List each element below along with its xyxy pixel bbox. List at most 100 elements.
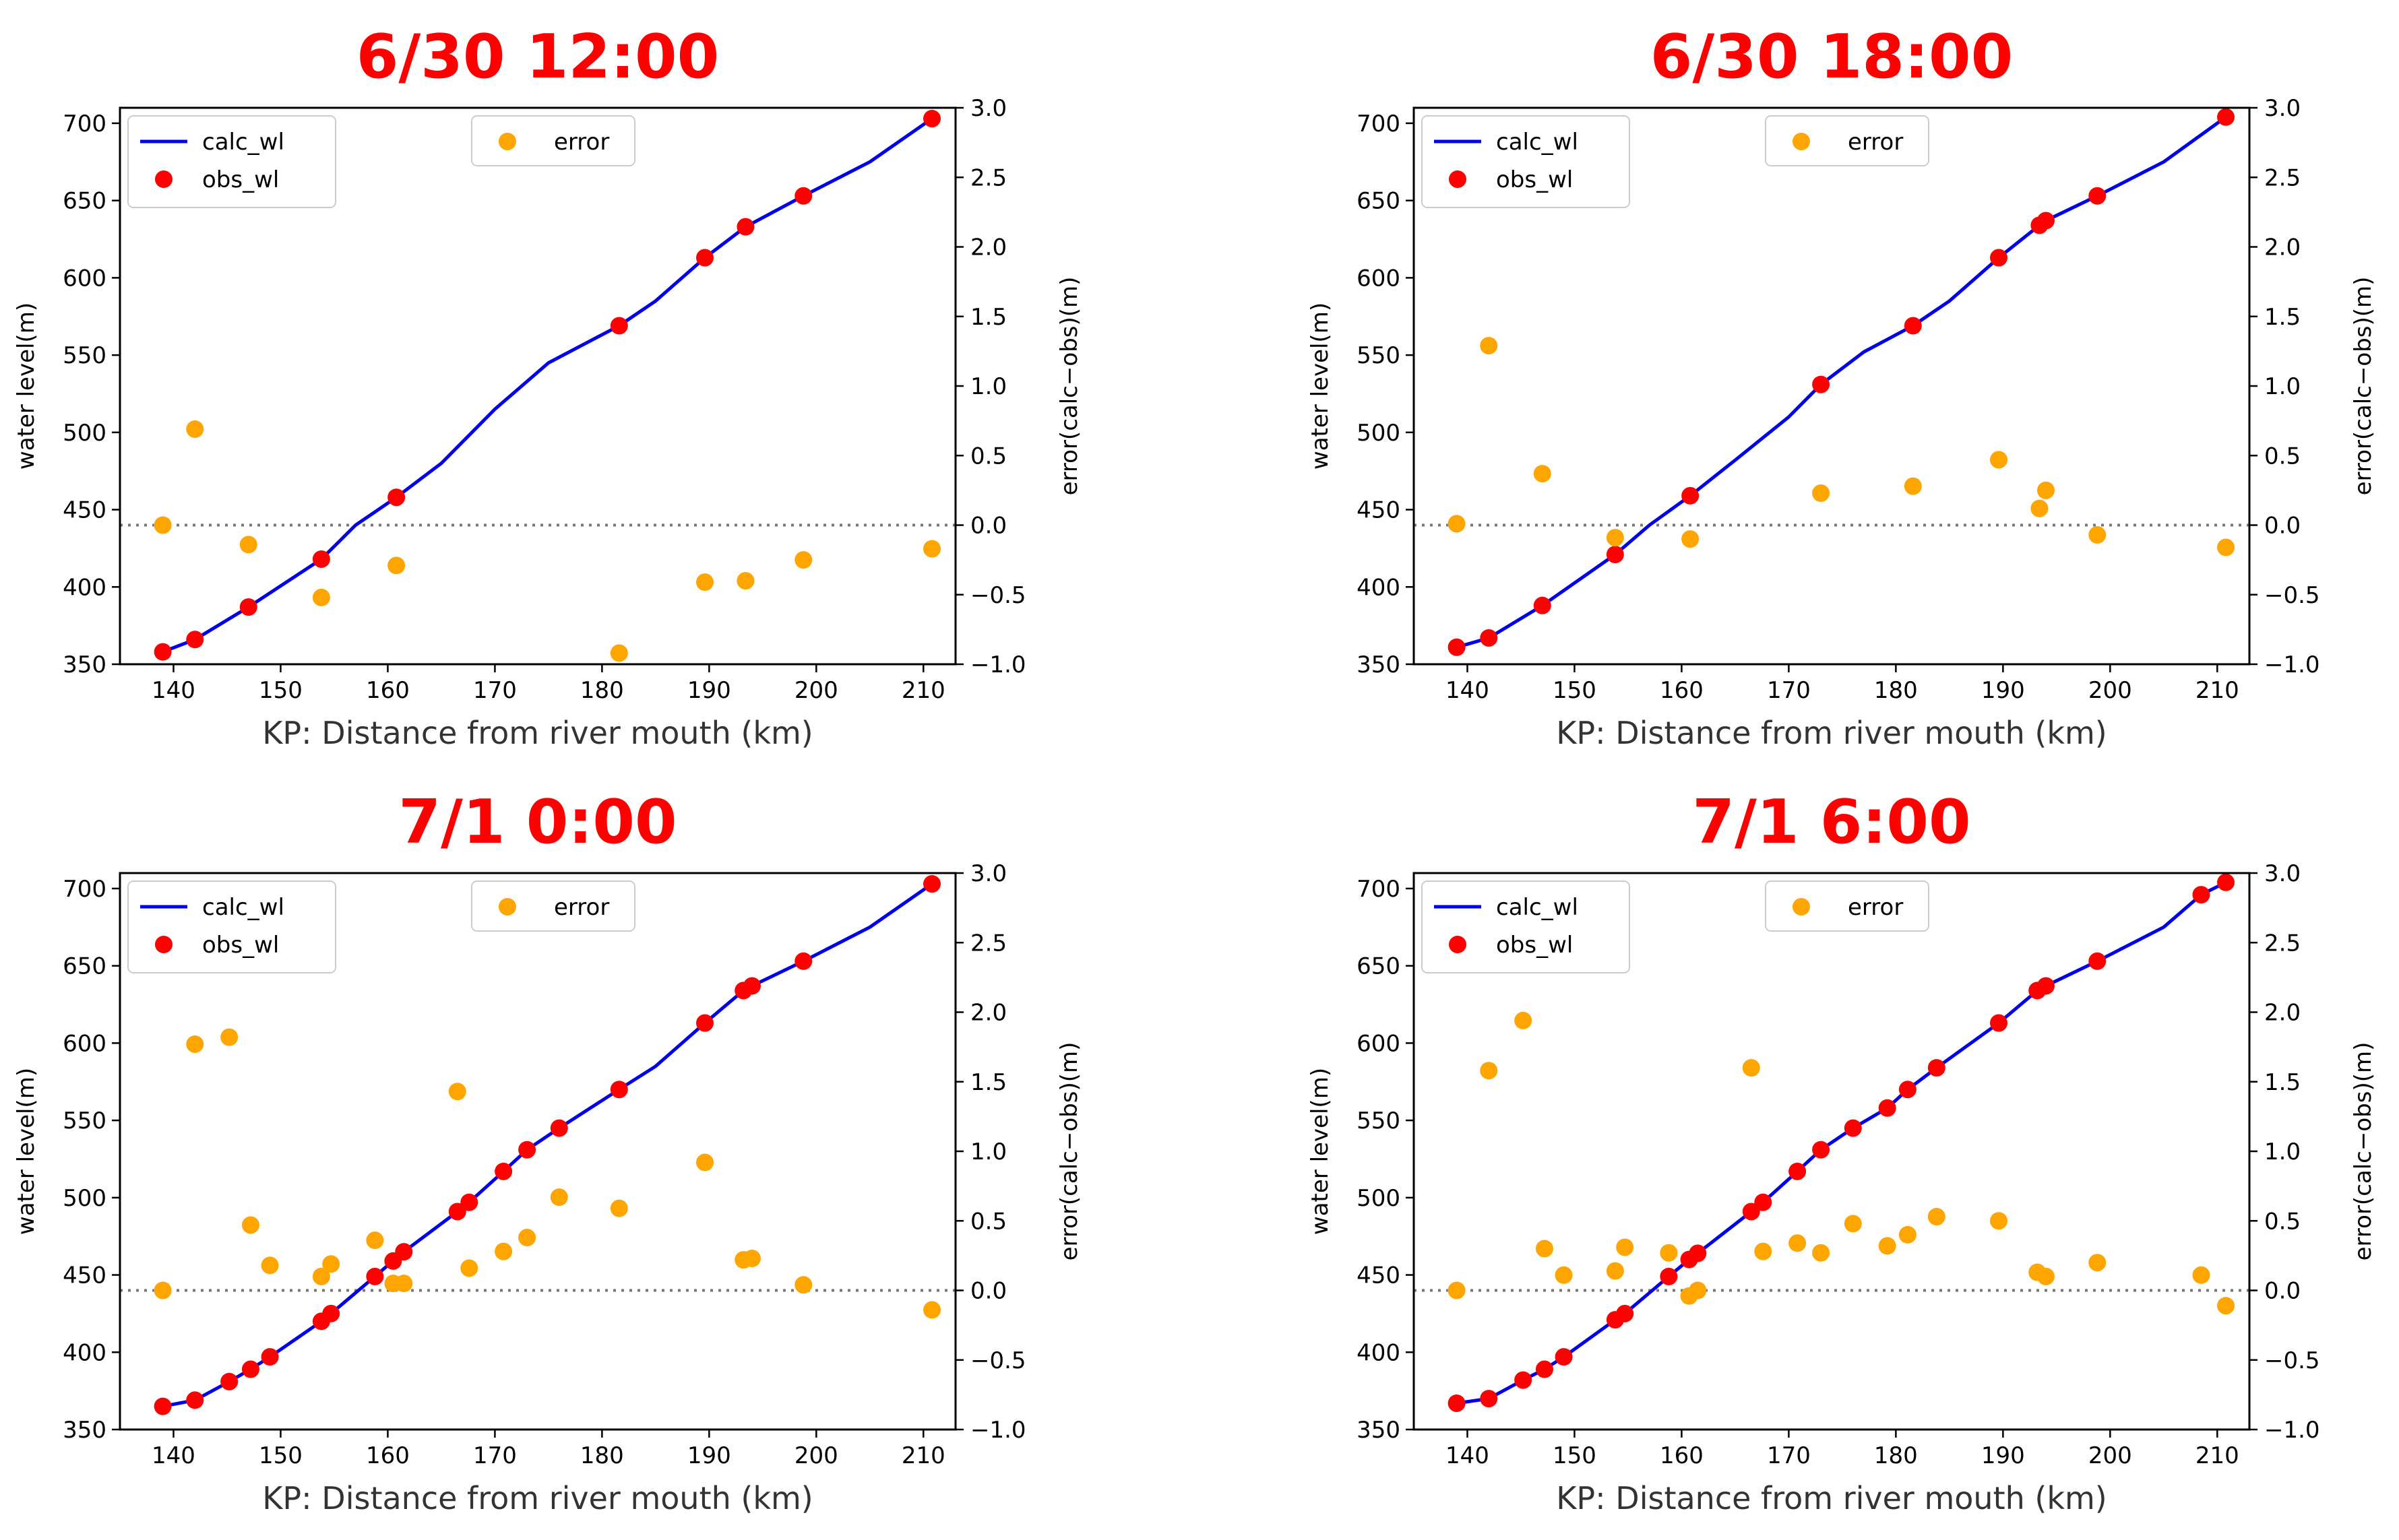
- chart-3-legend-error-label: error: [554, 894, 609, 921]
- chart-3-obs-point-12: [495, 1162, 513, 1180]
- chart-1-error-point-2: [239, 536, 257, 554]
- chart-3-error-point-13: [518, 1229, 536, 1247]
- chart-3-error-point-0: [154, 1281, 172, 1300]
- chart-3-obs-point-7: [366, 1267, 384, 1285]
- chart-1-obs-point-1: [186, 631, 204, 649]
- chart-1-error-point-5: [610, 644, 628, 662]
- chart-3-error-point-16: [696, 1153, 714, 1172]
- chart-4-obs-point-10: [1742, 1202, 1760, 1221]
- chart-4-y2tick-label-0: −1.0: [2264, 1417, 2320, 1444]
- chart-2-xtick-label-1: 150: [1553, 677, 1596, 704]
- chart-3-y2tick-label-5: 1.5: [970, 1069, 1007, 1096]
- chart-1-y2tick-label-1: −0.5: [970, 582, 1026, 609]
- chart-2-y2tick-label-4: 1.0: [2264, 373, 2301, 400]
- chart-4-obs-point-11: [1754, 1193, 1772, 1211]
- chart-4-error-point-7: [1660, 1244, 1678, 1262]
- chart-4-error-point-0: [1447, 1281, 1466, 1300]
- chart-3-xtick-label-7: 210: [902, 1442, 945, 1469]
- chart-2-error-point-5: [1812, 484, 1830, 503]
- chart-4-obs-point-22: [2192, 886, 2210, 904]
- chart-1-y2tick-label-7: 2.5: [970, 164, 1007, 191]
- chart-4-error-point-17: [1927, 1208, 1945, 1226]
- chart-3-y2tick-label-8: 3.0: [970, 860, 1007, 887]
- chart-1-obs-point-6: [696, 249, 714, 267]
- chart-1-ytick-label-7: 700: [63, 110, 106, 137]
- chart-3-y2tick-label-1: −0.5: [970, 1347, 1026, 1374]
- chart-4-legend-error-label: error: [1848, 894, 1903, 921]
- chart-3-ytick-label-1: 400: [63, 1339, 106, 1366]
- chart-2-legend-error-box: [1765, 115, 1929, 166]
- chart-panel-4: 7/1 6:00 140 150 160 170 180 190 200 210 350 400 45…: [1307, 787, 2377, 1516]
- chart-1-obs-point-3: [312, 550, 330, 568]
- chart-2-error-point-2: [1533, 465, 1551, 483]
- chart-1-xtick-label-2: 160: [366, 677, 410, 704]
- chart-2-y2-axis-label: error(calc−obs)(m): [2350, 277, 2377, 496]
- chart-4-y2tick-label-1: −0.5: [2264, 1347, 2320, 1374]
- chart-4-legend-obs-swatch: [1449, 936, 1466, 953]
- chart-4-error-point-4: [1555, 1266, 1573, 1284]
- chart-1-error-point-7: [737, 572, 755, 590]
- chart-2-obs-point-2: [1533, 596, 1551, 614]
- chart-2-ytick-label-5: 600: [1357, 265, 1400, 292]
- chart-1-y2tick-label-4: 1.0: [970, 373, 1007, 400]
- chart-1-error-point-4: [387, 556, 406, 575]
- chart-2-obs-point-11: [2217, 108, 2235, 126]
- chart-4-obs-point-16: [1898, 1081, 1917, 1099]
- chart-4-ytick-label-3: 500: [1357, 1185, 1400, 1212]
- chart-1-obs-point-8: [795, 187, 813, 205]
- chart-4-error-point-9: [1689, 1281, 1707, 1300]
- chart-4-obs-point-17: [1927, 1059, 1945, 1077]
- chart-4-obs-point-0: [1447, 1394, 1466, 1412]
- chart-1-legend-calc-label: calc_wl: [202, 129, 284, 156]
- chart-1-y2-axis-label: error(calc−obs)(m): [1056, 277, 1083, 496]
- chart-1-error-point-3: [312, 588, 330, 606]
- chart-3-obs-point-10: [448, 1202, 466, 1221]
- chart-1-obs-point-5: [610, 317, 628, 335]
- chart-3-error-point-5: [312, 1267, 330, 1285]
- chart-2-obs-point-10: [2088, 187, 2107, 205]
- chart-4-error-point-15: [1878, 1237, 1896, 1255]
- chart-2-legend-error-swatch: [1793, 133, 1810, 150]
- chart-1-obs-point-2: [239, 598, 257, 616]
- chart-1-y2tick-label-5: 1.5: [970, 304, 1007, 331]
- chart-2-ytick-label-1: 400: [1357, 574, 1400, 601]
- chart-3-error-point-15: [610, 1199, 628, 1217]
- chart-3-legend-error-box: [471, 880, 635, 932]
- chart-3-error-point-4: [261, 1256, 279, 1275]
- chart-4-error-point-20: [2036, 1267, 2055, 1285]
- chart-panel-3: 7/1 0:00 140 150 160 170 180 190 200 210 350 400 45…: [13, 787, 1083, 1516]
- chart-4-x-axis-label: KP: Distance from river mouth (km): [1556, 1480, 2107, 1516]
- chart-3-ytick-label-5: 600: [63, 1030, 106, 1057]
- chart-4-y2-axis-label: error(calc−obs)(m): [2350, 1042, 2377, 1261]
- chart-2-obs-point-6: [1904, 317, 1922, 335]
- chart-3-obs-point-19: [795, 952, 813, 970]
- chart-1-xtick-label-1: 150: [259, 677, 303, 704]
- chart-4-y2tick-label-8: 3.0: [2264, 860, 2301, 887]
- chart-2-xtick-label-4: 180: [1874, 677, 1918, 704]
- chart-3-xtick-label-0: 140: [152, 1442, 195, 1469]
- chart-3-error-point-9: [395, 1275, 413, 1293]
- chart-3-obs-point-13: [518, 1141, 536, 1159]
- chart-2-legend-obs-swatch: [1449, 170, 1466, 188]
- chart-2-error-point-0: [1447, 515, 1466, 533]
- chart-1-x-axis-label: KP: Distance from river mouth (km): [262, 715, 813, 751]
- chart-2-obs-point-0: [1447, 638, 1466, 656]
- chart-panel-1: 6/30 12:00 140 150 160 170 180 190 200 210 350 400…: [13, 22, 1083, 751]
- chart-4-obs-point-20: [2036, 977, 2055, 995]
- chart-2-error-point-1: [1480, 337, 1498, 355]
- chart-3-obs-point-11: [460, 1193, 478, 1211]
- chart-2-error-point-9: [2036, 481, 2055, 499]
- chart-4-error-point-18: [1990, 1212, 2007, 1230]
- chart-4-error-point-3: [1535, 1240, 1553, 1258]
- chart-2-xtick-label-6: 200: [2088, 677, 2132, 704]
- chart-4-xtick-label-7: 210: [2195, 1442, 2239, 1469]
- chart-2-y-axis-label: water level(m): [1307, 302, 1334, 470]
- chart-3-error-point-6: [322, 1255, 340, 1273]
- chart-1-title: 6/30 12:00: [356, 22, 720, 92]
- chart-2-legend-calc-label: calc_wl: [1496, 129, 1578, 156]
- chart-4-error-point-23: [2217, 1297, 2235, 1315]
- chart-3-ytick-label-0: 350: [63, 1417, 106, 1444]
- chart-panel-2: 6/30 18:00 140 150 160 170 180 190 200 210 350 400…: [1307, 22, 2377, 751]
- chart-4-ytick-label-1: 400: [1357, 1339, 1400, 1366]
- chart-4-error-point-12: [1788, 1234, 1807, 1252]
